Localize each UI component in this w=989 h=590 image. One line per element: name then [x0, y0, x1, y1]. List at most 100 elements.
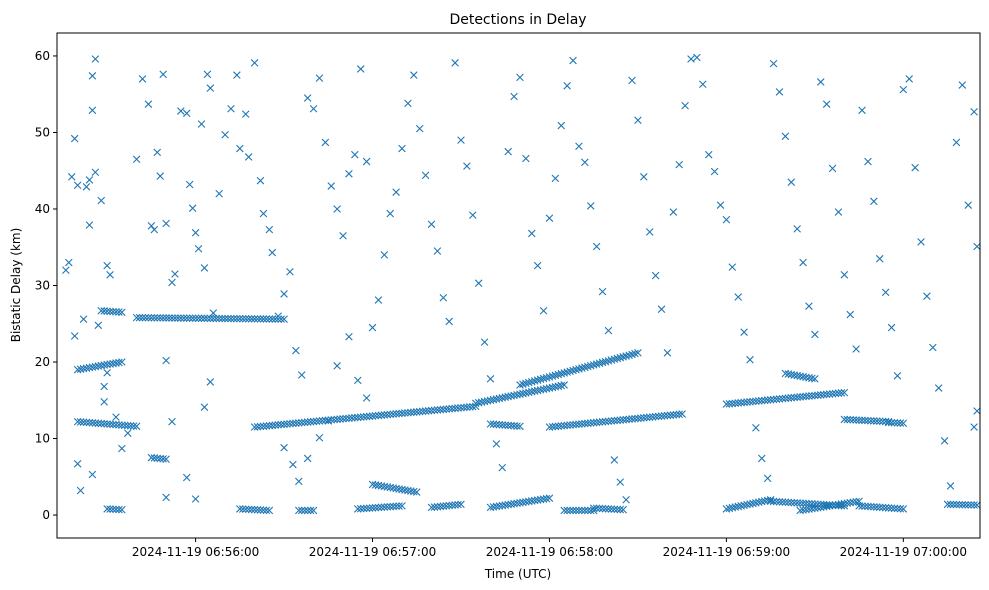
data-point-marker: [168, 314, 176, 322]
data-point-marker: [557, 369, 566, 378]
data-point-marker: [156, 314, 164, 322]
data-point-marker: [203, 70, 212, 79]
data-point-marker: [527, 497, 536, 505]
data-point-marker: [734, 293, 742, 301]
data-point-marker: [82, 183, 91, 191]
data-point-marker: [194, 244, 203, 253]
data-point-marker: [144, 100, 153, 108]
data-point-marker: [666, 411, 675, 419]
data-point-marker: [884, 504, 893, 512]
data-point-marker: [97, 361, 106, 370]
data-point-marker: [616, 353, 625, 362]
data-point-marker: [100, 398, 108, 406]
data-point-marker: [669, 208, 678, 216]
data-point-marker: [451, 404, 459, 413]
data-point-marker: [383, 410, 392, 419]
data-point-marker: [625, 351, 633, 360]
data-point-marker: [911, 163, 919, 172]
data-point-marker: [566, 421, 574, 429]
data-point-marker: [551, 383, 560, 391]
data-point-marker: [522, 498, 530, 506]
data-point-marker: [763, 396, 772, 404]
data-point-marker: [121, 421, 129, 430]
data-point-marker: [454, 500, 462, 509]
data-point-marker: [808, 391, 816, 400]
data-point-marker: [504, 147, 512, 156]
data-point-marker: [822, 502, 831, 511]
y-tick-label: 0: [42, 508, 50, 522]
data-point-marker: [870, 503, 878, 511]
data-point-marker: [560, 421, 568, 430]
data-point-marker: [342, 414, 350, 423]
data-point-marker: [398, 502, 406, 510]
data-point-marker: [265, 315, 274, 323]
data-point-marker: [82, 364, 91, 372]
data-point-marker: [132, 155, 141, 164]
data-point-marker: [377, 482, 386, 490]
data-point-marker: [760, 396, 769, 405]
data-point-marker: [436, 405, 445, 414]
data-point-marker: [244, 505, 253, 514]
data-point-marker: [112, 420, 120, 429]
data-point-marker: [946, 482, 955, 490]
data-point-marker: [386, 209, 395, 218]
data-point-marker: [191, 314, 200, 323]
data-point-marker: [814, 503, 822, 512]
data-point-marker: [474, 279, 483, 287]
data-point-marker: [492, 395, 501, 403]
data-point-marker: [616, 478, 625, 486]
data-point-marker: [380, 482, 389, 491]
data-point-marker: [65, 258, 73, 267]
data-point-marker: [693, 53, 701, 62]
data-point-marker: [115, 308, 123, 316]
data-point-marker: [781, 394, 790, 403]
data-point-marker: [283, 420, 291, 428]
data-point-marker: [150, 314, 159, 322]
data-point-marker: [359, 413, 368, 421]
data-point-marker: [622, 495, 630, 504]
data-point-marker: [917, 238, 925, 246]
data-point-marker: [306, 506, 315, 515]
data-point-marker: [103, 368, 111, 377]
data-point-marker: [778, 498, 787, 506]
data-point-marker: [168, 278, 176, 287]
data-point-marker: [516, 499, 524, 507]
data-point-marker: [628, 76, 636, 85]
data-point-marker: [177, 314, 185, 322]
data-point-marker: [766, 396, 775, 404]
data-point-marker: [365, 412, 374, 421]
data-point-marker: [351, 150, 359, 159]
data-point-marker: [123, 421, 132, 430]
data-point-marker: [796, 372, 804, 380]
data-point-marker: [952, 138, 961, 147]
data-point-marker: [796, 506, 804, 515]
data-point-marker: [73, 459, 82, 468]
data-point-marker: [153, 314, 162, 322]
data-point-marker: [648, 413, 657, 421]
data-point-marker: [749, 499, 757, 508]
data-point-marker: [480, 338, 489, 346]
data-point-marker: [539, 385, 548, 394]
data-point-marker: [775, 395, 784, 403]
data-point-marker: [94, 419, 103, 428]
data-point-marker: [542, 494, 551, 503]
data-point-marker: [814, 391, 822, 399]
data-point-marker: [135, 313, 144, 322]
data-point-marker: [843, 415, 852, 424]
data-point-marker: [374, 481, 383, 490]
data-point-marker: [471, 399, 480, 408]
data-point-marker: [725, 400, 734, 408]
data-point-marker: [306, 418, 315, 426]
data-point-marker: [616, 505, 625, 514]
data-point-marker: [704, 150, 713, 159]
data-point-marker: [259, 506, 268, 514]
data-point-marker: [244, 315, 253, 323]
data-point-marker: [103, 261, 111, 270]
data-point-marker: [899, 505, 908, 513]
data-point-marker: [103, 360, 111, 369]
data-point-marker: [510, 422, 518, 430]
data-point-marker: [333, 205, 341, 213]
data-point-marker: [757, 454, 766, 463]
data-point-marker: [362, 412, 371, 421]
data-point-marker: [619, 505, 627, 514]
